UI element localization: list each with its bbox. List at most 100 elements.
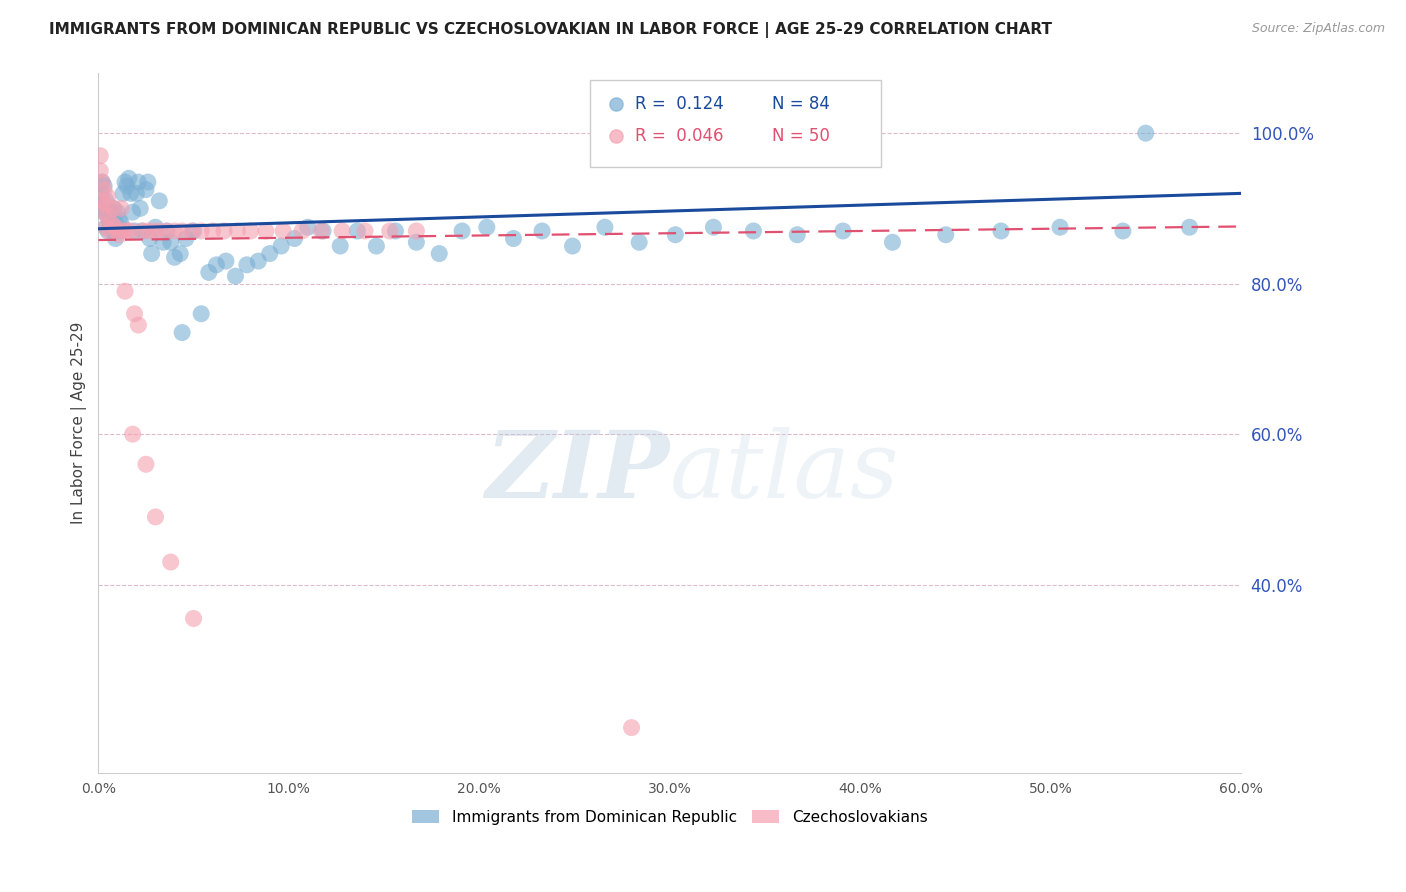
- Point: [105, 224, 128, 238]
- Point: [98, 212, 121, 227]
- Point: [139, 231, 162, 245]
- Point: [131, 224, 153, 238]
- Point: [378, 224, 401, 238]
- Point: [103, 202, 125, 216]
- Text: N = 50: N = 50: [772, 127, 831, 145]
- Point: [183, 224, 205, 238]
- Point: [212, 224, 235, 238]
- Point: [172, 224, 194, 238]
- Point: [531, 224, 554, 238]
- Point: [628, 235, 651, 250]
- Point: [664, 227, 686, 242]
- Point: [384, 224, 406, 238]
- Point: [832, 224, 855, 238]
- Point: [152, 235, 174, 250]
- Point: [405, 235, 427, 250]
- Point: [312, 224, 335, 238]
- Point: [129, 202, 152, 216]
- Point: [136, 224, 159, 238]
- Point: [270, 239, 292, 253]
- Point: [224, 269, 246, 284]
- Point: [169, 246, 191, 260]
- Point: [451, 224, 474, 238]
- Point: [121, 427, 143, 442]
- Legend: Immigrants from Dominican Republic, Czechoslovakians: Immigrants from Dominican Republic, Czec…: [412, 810, 928, 824]
- Point: [89, 149, 111, 163]
- Point: [786, 227, 808, 242]
- Point: [163, 224, 186, 238]
- Point: [198, 265, 221, 279]
- Point: [131, 224, 153, 238]
- Point: [136, 175, 159, 189]
- Point: [115, 224, 138, 238]
- Point: [110, 217, 132, 231]
- Point: [346, 224, 368, 238]
- Point: [94, 194, 117, 208]
- Point: [98, 217, 121, 231]
- Point: [427, 246, 450, 260]
- Point: [91, 175, 114, 189]
- Point: [226, 224, 249, 238]
- Point: [1049, 220, 1071, 235]
- Point: [156, 224, 179, 238]
- Point: [118, 171, 141, 186]
- Point: [271, 224, 294, 238]
- Point: [329, 239, 352, 253]
- Point: [100, 217, 122, 231]
- Point: [91, 175, 114, 189]
- Point: [91, 202, 114, 216]
- Point: [127, 175, 149, 189]
- Point: [94, 220, 117, 235]
- Point: [330, 224, 353, 238]
- Point: [236, 258, 259, 272]
- Point: [141, 246, 163, 260]
- Point: [120, 186, 142, 201]
- Point: [127, 318, 149, 332]
- Text: ZIP: ZIP: [485, 427, 669, 516]
- Point: [114, 284, 136, 298]
- Point: [239, 224, 262, 238]
- Y-axis label: In Labor Force | Age 25-29: In Labor Force | Age 25-29: [72, 322, 87, 524]
- Point: [935, 227, 957, 242]
- Point: [291, 224, 314, 238]
- Point: [620, 721, 643, 735]
- Text: N = 84: N = 84: [772, 95, 831, 113]
- Point: [112, 224, 135, 238]
- Point: [125, 186, 148, 201]
- FancyBboxPatch shape: [589, 80, 882, 168]
- Point: [159, 555, 181, 569]
- Point: [97, 224, 120, 238]
- Point: [112, 186, 135, 201]
- Point: [121, 205, 143, 219]
- Point: [108, 227, 131, 242]
- Point: [142, 224, 165, 238]
- Point: [283, 231, 305, 245]
- Point: [159, 235, 181, 250]
- Point: [105, 205, 128, 219]
- Point: [108, 212, 131, 227]
- Point: [309, 224, 332, 238]
- Point: [593, 220, 616, 235]
- Point: [124, 307, 146, 321]
- Point: [297, 220, 319, 235]
- Point: [94, 220, 117, 235]
- Point: [475, 220, 498, 235]
- Point: [950, 160, 973, 174]
- Text: Source: ZipAtlas.com: Source: ZipAtlas.com: [1251, 22, 1385, 36]
- Point: [105, 220, 128, 235]
- Point: [990, 224, 1012, 238]
- Point: [156, 224, 179, 238]
- Point: [742, 224, 765, 238]
- Point: [89, 163, 111, 178]
- Point: [97, 209, 120, 223]
- Point: [104, 220, 127, 235]
- Point: [135, 183, 157, 197]
- Point: [97, 209, 120, 223]
- Point: [174, 231, 197, 245]
- Point: [110, 202, 132, 216]
- Point: [502, 231, 524, 245]
- Point: [183, 611, 205, 625]
- Point: [180, 224, 202, 238]
- Point: [115, 178, 138, 193]
- Point: [254, 224, 277, 238]
